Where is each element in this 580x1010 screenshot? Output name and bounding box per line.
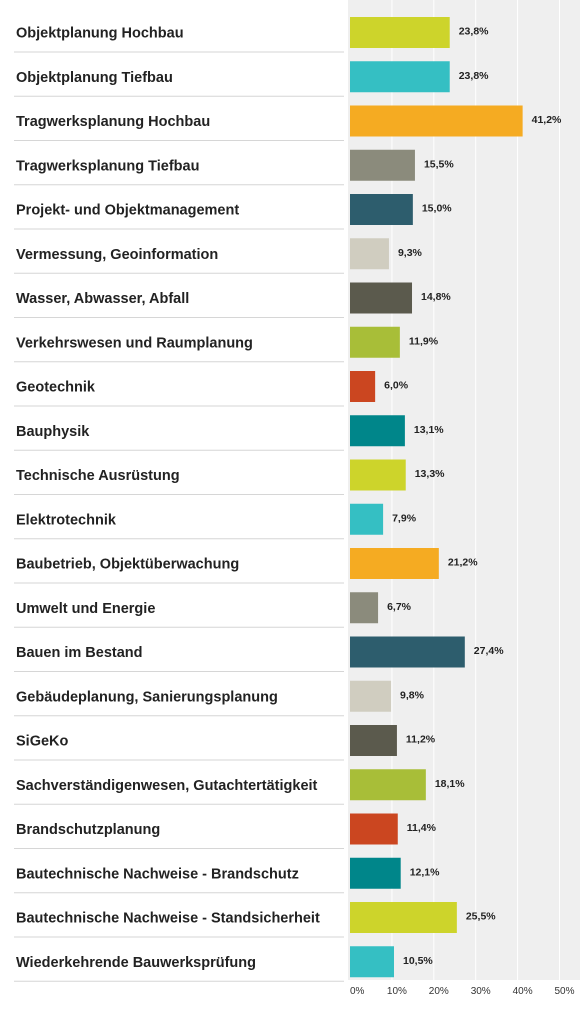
value-label: 10,5% — [403, 955, 433, 967]
bar — [350, 725, 397, 756]
value-label: 13,1% — [414, 424, 444, 436]
category-label: Objektplanung Tiefbau — [16, 70, 173, 86]
category-label: Wiederkehrende Bauwerksprüfung — [16, 955, 256, 971]
bar — [350, 680, 392, 712]
value-label: 6,0% — [384, 380, 409, 392]
bar — [350, 149, 415, 181]
value-label: 14,8% — [421, 291, 451, 303]
value-label: 41,2% — [532, 114, 562, 126]
value-label: 25,5% — [466, 911, 496, 923]
category-label: Tragwerksplanung Tiefbau — [16, 158, 199, 174]
value-label: 15,0% — [422, 203, 452, 215]
value-label: 9,3% — [398, 247, 423, 259]
category-label: Sachverständigenwesen, Gutachtertätigkei… — [16, 778, 318, 794]
category-label: Objektplanung Hochbau — [16, 26, 184, 42]
category-label: Bauen im Bestand — [16, 645, 143, 661]
category-label: Bauphysik — [16, 424, 90, 440]
category-label: Bautechnische Nachweise - Standsicherhei… — [16, 911, 320, 927]
bar — [350, 503, 384, 535]
value-label: 15,5% — [424, 158, 454, 170]
value-label: 23,8% — [459, 26, 489, 38]
bar — [350, 946, 394, 978]
bar — [350, 61, 450, 93]
category-label: Technische Ausrüstung — [16, 468, 180, 484]
category-label: Geotechnik — [16, 380, 96, 396]
value-label: 12,1% — [410, 866, 440, 878]
category-label: Tragwerksplanung Hochbau — [16, 114, 210, 130]
bar — [350, 548, 439, 579]
tick-label: 50% — [555, 986, 575, 997]
value-label: 7,9% — [392, 512, 417, 524]
category-label: Projekt- und Objektmanagement — [16, 203, 239, 219]
category-label: Vermessung, Geoinformation — [16, 247, 218, 263]
bar — [350, 326, 400, 358]
value-label: 13,3% — [415, 468, 445, 480]
bar — [350, 857, 401, 889]
category-label: SiGeKo — [16, 734, 69, 750]
bar — [350, 769, 426, 801]
bar — [350, 105, 523, 137]
bar — [350, 459, 406, 491]
category-label: Umwelt und Energie — [16, 601, 155, 617]
tick-label: 40% — [513, 986, 533, 997]
value-label: 6,7% — [387, 601, 412, 613]
bar — [350, 636, 465, 668]
value-label: 11,2% — [406, 734, 436, 746]
value-label: 27,4% — [474, 645, 504, 657]
bar — [350, 238, 389, 270]
value-label: 11,4% — [407, 822, 437, 834]
value-label: 18,1% — [435, 778, 465, 790]
category-label: Gebäudeplanung, Sanierungsplanung — [16, 689, 278, 705]
bar — [350, 592, 379, 624]
category-label: Verkehrswesen und Raumplanung — [16, 335, 253, 351]
bar — [350, 194, 413, 225]
value-label: 21,2% — [448, 557, 478, 569]
tick-label: 30% — [471, 986, 491, 997]
bar — [350, 902, 457, 933]
value-label: 11,9% — [409, 335, 439, 347]
value-label: 9,8% — [400, 689, 425, 701]
category-label: Elektrotechnik — [16, 512, 117, 528]
category-label: Wasser, Abwasser, Abfall — [16, 291, 189, 307]
category-label: Baubetrieb, Objektüberwachung — [16, 557, 239, 573]
tick-label: 10% — [387, 986, 407, 997]
bar — [350, 282, 413, 314]
tick-label: 0% — [350, 986, 365, 997]
value-label: 23,8% — [459, 70, 489, 82]
tick-label: 20% — [429, 986, 449, 997]
bar — [350, 371, 376, 402]
category-label: Brandschutzplanung — [16, 822, 160, 838]
bar — [350, 813, 398, 845]
category-label: Bautechnische Nachweise - Brandschutz — [16, 866, 299, 882]
bar — [350, 17, 450, 48]
bar — [350, 415, 405, 447]
